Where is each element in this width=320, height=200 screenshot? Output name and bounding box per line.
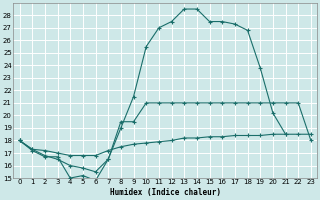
X-axis label: Humidex (Indice chaleur): Humidex (Indice chaleur) [110, 188, 221, 197]
